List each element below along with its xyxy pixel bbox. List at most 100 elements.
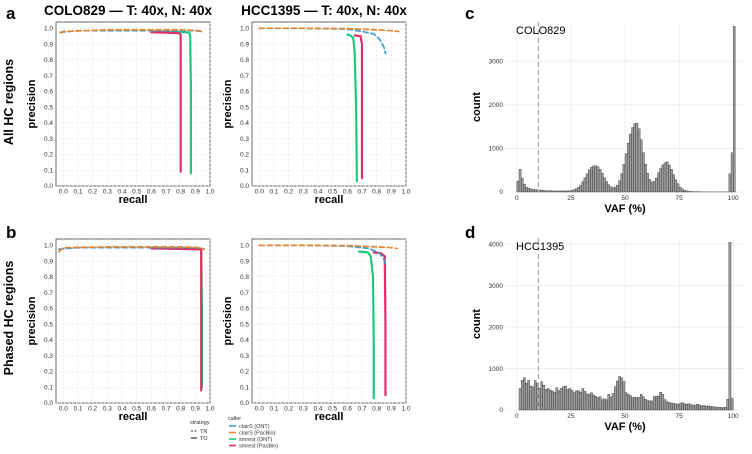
- chart-b2: 0.0 0.1 0.2 0.3 0.4 0.5 0.6 0.7 0.8 0.9 1.0 0.0 0.1 0…: [222, 238, 411, 423]
- histogram-bar: [562, 190, 565, 193]
- histogram-bar: [676, 404, 680, 411]
- histogram-bar: [730, 152, 734, 193]
- histogram-bar: [637, 396, 641, 411]
- histogram-bar: [668, 402, 671, 411]
- histogram-bar: [614, 187, 617, 193]
- x-tick-label: 0.3: [299, 189, 308, 196]
- histogram-bar: [553, 190, 556, 193]
- histogram-bar: [551, 190, 554, 193]
- histogram-bar: [674, 403, 678, 411]
- histogram-bar: [629, 395, 632, 411]
- y-tick-label: 1.0: [44, 243, 53, 250]
- legend-strategy-title: strategy: [190, 420, 210, 426]
- histogram-bar: [579, 392, 582, 411]
- histogram-bar: [681, 188, 684, 193]
- histogram-bar: [674, 179, 678, 193]
- y-axis-title: precision: [222, 296, 234, 345]
- histogram-bar: [611, 187, 615, 193]
- histogram-bar: [529, 385, 533, 411]
- legend: strategy TN TO caller clairS (ONT) clair…: [190, 416, 278, 450]
- y-tick-label: 0.5: [44, 321, 53, 328]
- histogram-bar: [540, 381, 543, 411]
- panel-letter-c: c: [465, 4, 474, 23]
- series-line-smrest-pacbio-: [150, 31, 182, 173]
- series-line-smrest-pacbio-: [150, 247, 203, 392]
- histogram-bar: [557, 390, 561, 411]
- histogram-bar: [687, 403, 691, 411]
- histogram-bar: [523, 377, 526, 411]
- histogram-bar: [672, 403, 675, 411]
- histogram-bar: [618, 180, 621, 193]
- histogram-bar: [572, 189, 576, 193]
- histogram-bar: [542, 384, 546, 411]
- histogram-bar: [633, 396, 636, 411]
- chart-b1: 0.0 0.1 0.2 0.3 0.4 0.5 0.6 0.7 0.8 0.9 1.0 0.0 0.1 0…: [26, 238, 215, 423]
- histogram-bar: [531, 386, 535, 411]
- histogram-bar: [646, 400, 649, 411]
- histogram-bar: [603, 398, 606, 411]
- x-axis-title: VAF (%): [604, 421, 646, 433]
- x-tick-label: 0.0: [59, 189, 68, 196]
- y-axis-title: count: [471, 309, 483, 339]
- y-tick-label: 0.4: [240, 120, 249, 127]
- histogram-bar: [726, 399, 730, 411]
- histogram-bar: [546, 388, 550, 411]
- histogram-bar: [631, 127, 634, 193]
- histogram-bar: [635, 397, 639, 411]
- histogram-bar: [635, 122, 639, 193]
- x-tick-label: 0.9: [191, 189, 200, 196]
- y-tick-label: 0.1: [44, 384, 53, 391]
- histogram-bar: [707, 405, 710, 411]
- y-tick-label: 0.8: [240, 274, 249, 281]
- chart-a1: 0.0 0.1 0.2 0.3 0.4 0.5 0.6 0.7 0.8 0.9 1.0 0.0 0.1 0…: [26, 21, 215, 206]
- y-tick-label: 0.6: [44, 89, 53, 96]
- x-tick-label: 0.6: [343, 189, 352, 196]
- histogram-bar: [559, 190, 563, 193]
- y-tick-label: 0.3: [240, 136, 249, 143]
- histogram-bar: [644, 163, 647, 193]
- y-axis-title: precision: [222, 79, 234, 128]
- x-tick-label: 0.2: [284, 189, 293, 196]
- y-tick-label: 0.6: [44, 306, 53, 313]
- series-line-smrest-ont-: [357, 250, 375, 400]
- series-line-clairs-pacbio-: [258, 27, 400, 33]
- histogram-bar: [730, 398, 734, 411]
- histogram-bar: [592, 165, 595, 193]
- y-tick-label: 0.4: [44, 337, 53, 344]
- series-line-smrest-pacbio-: [353, 34, 364, 180]
- x-tick-label: 0.3: [299, 406, 308, 413]
- histogram-bar: [592, 394, 595, 411]
- y-tick-label: 0.8: [240, 57, 249, 64]
- histogram-bar: [661, 394, 665, 411]
- histogram-bar: [657, 172, 660, 193]
- histogram-bar: [702, 405, 706, 411]
- histogram-bar: [549, 190, 552, 193]
- histogram-bar: [568, 190, 572, 193]
- histogram-bar: [665, 161, 669, 193]
- series-line-smrest-ont-: [150, 30, 193, 175]
- histogram-bar: [652, 396, 656, 411]
- x-tick-label: 75: [675, 413, 683, 420]
- histogram-bar: [549, 389, 552, 411]
- histogram-bar: [672, 174, 675, 193]
- y-tick-label: 0.5: [240, 321, 249, 328]
- x-tick-label: 100: [728, 413, 739, 420]
- x-axis-title: recall: [119, 194, 148, 206]
- y-tick-label: 0.8: [44, 57, 53, 64]
- histogram-bar: [590, 166, 593, 193]
- histogram-bar: [585, 173, 589, 193]
- histogram-bar: [631, 397, 634, 411]
- histogram-bar: [598, 396, 602, 411]
- legend-caller-smrest-pacbio: smrest (PacBio): [239, 444, 278, 450]
- y-tick-label: 0: [499, 407, 503, 414]
- x-tick-label: 0: [515, 413, 519, 420]
- histogram-bar: [559, 388, 563, 411]
- histogram-bar: [544, 389, 548, 411]
- histogram-bar: [622, 163, 626, 193]
- x-tick-label: 0.4: [313, 189, 322, 196]
- histogram-bar: [614, 386, 617, 411]
- histogram-bar: [596, 166, 600, 193]
- x-tick-label: 0.7: [357, 406, 366, 413]
- histogram-bar: [594, 165, 598, 193]
- histogram-bar: [564, 190, 567, 193]
